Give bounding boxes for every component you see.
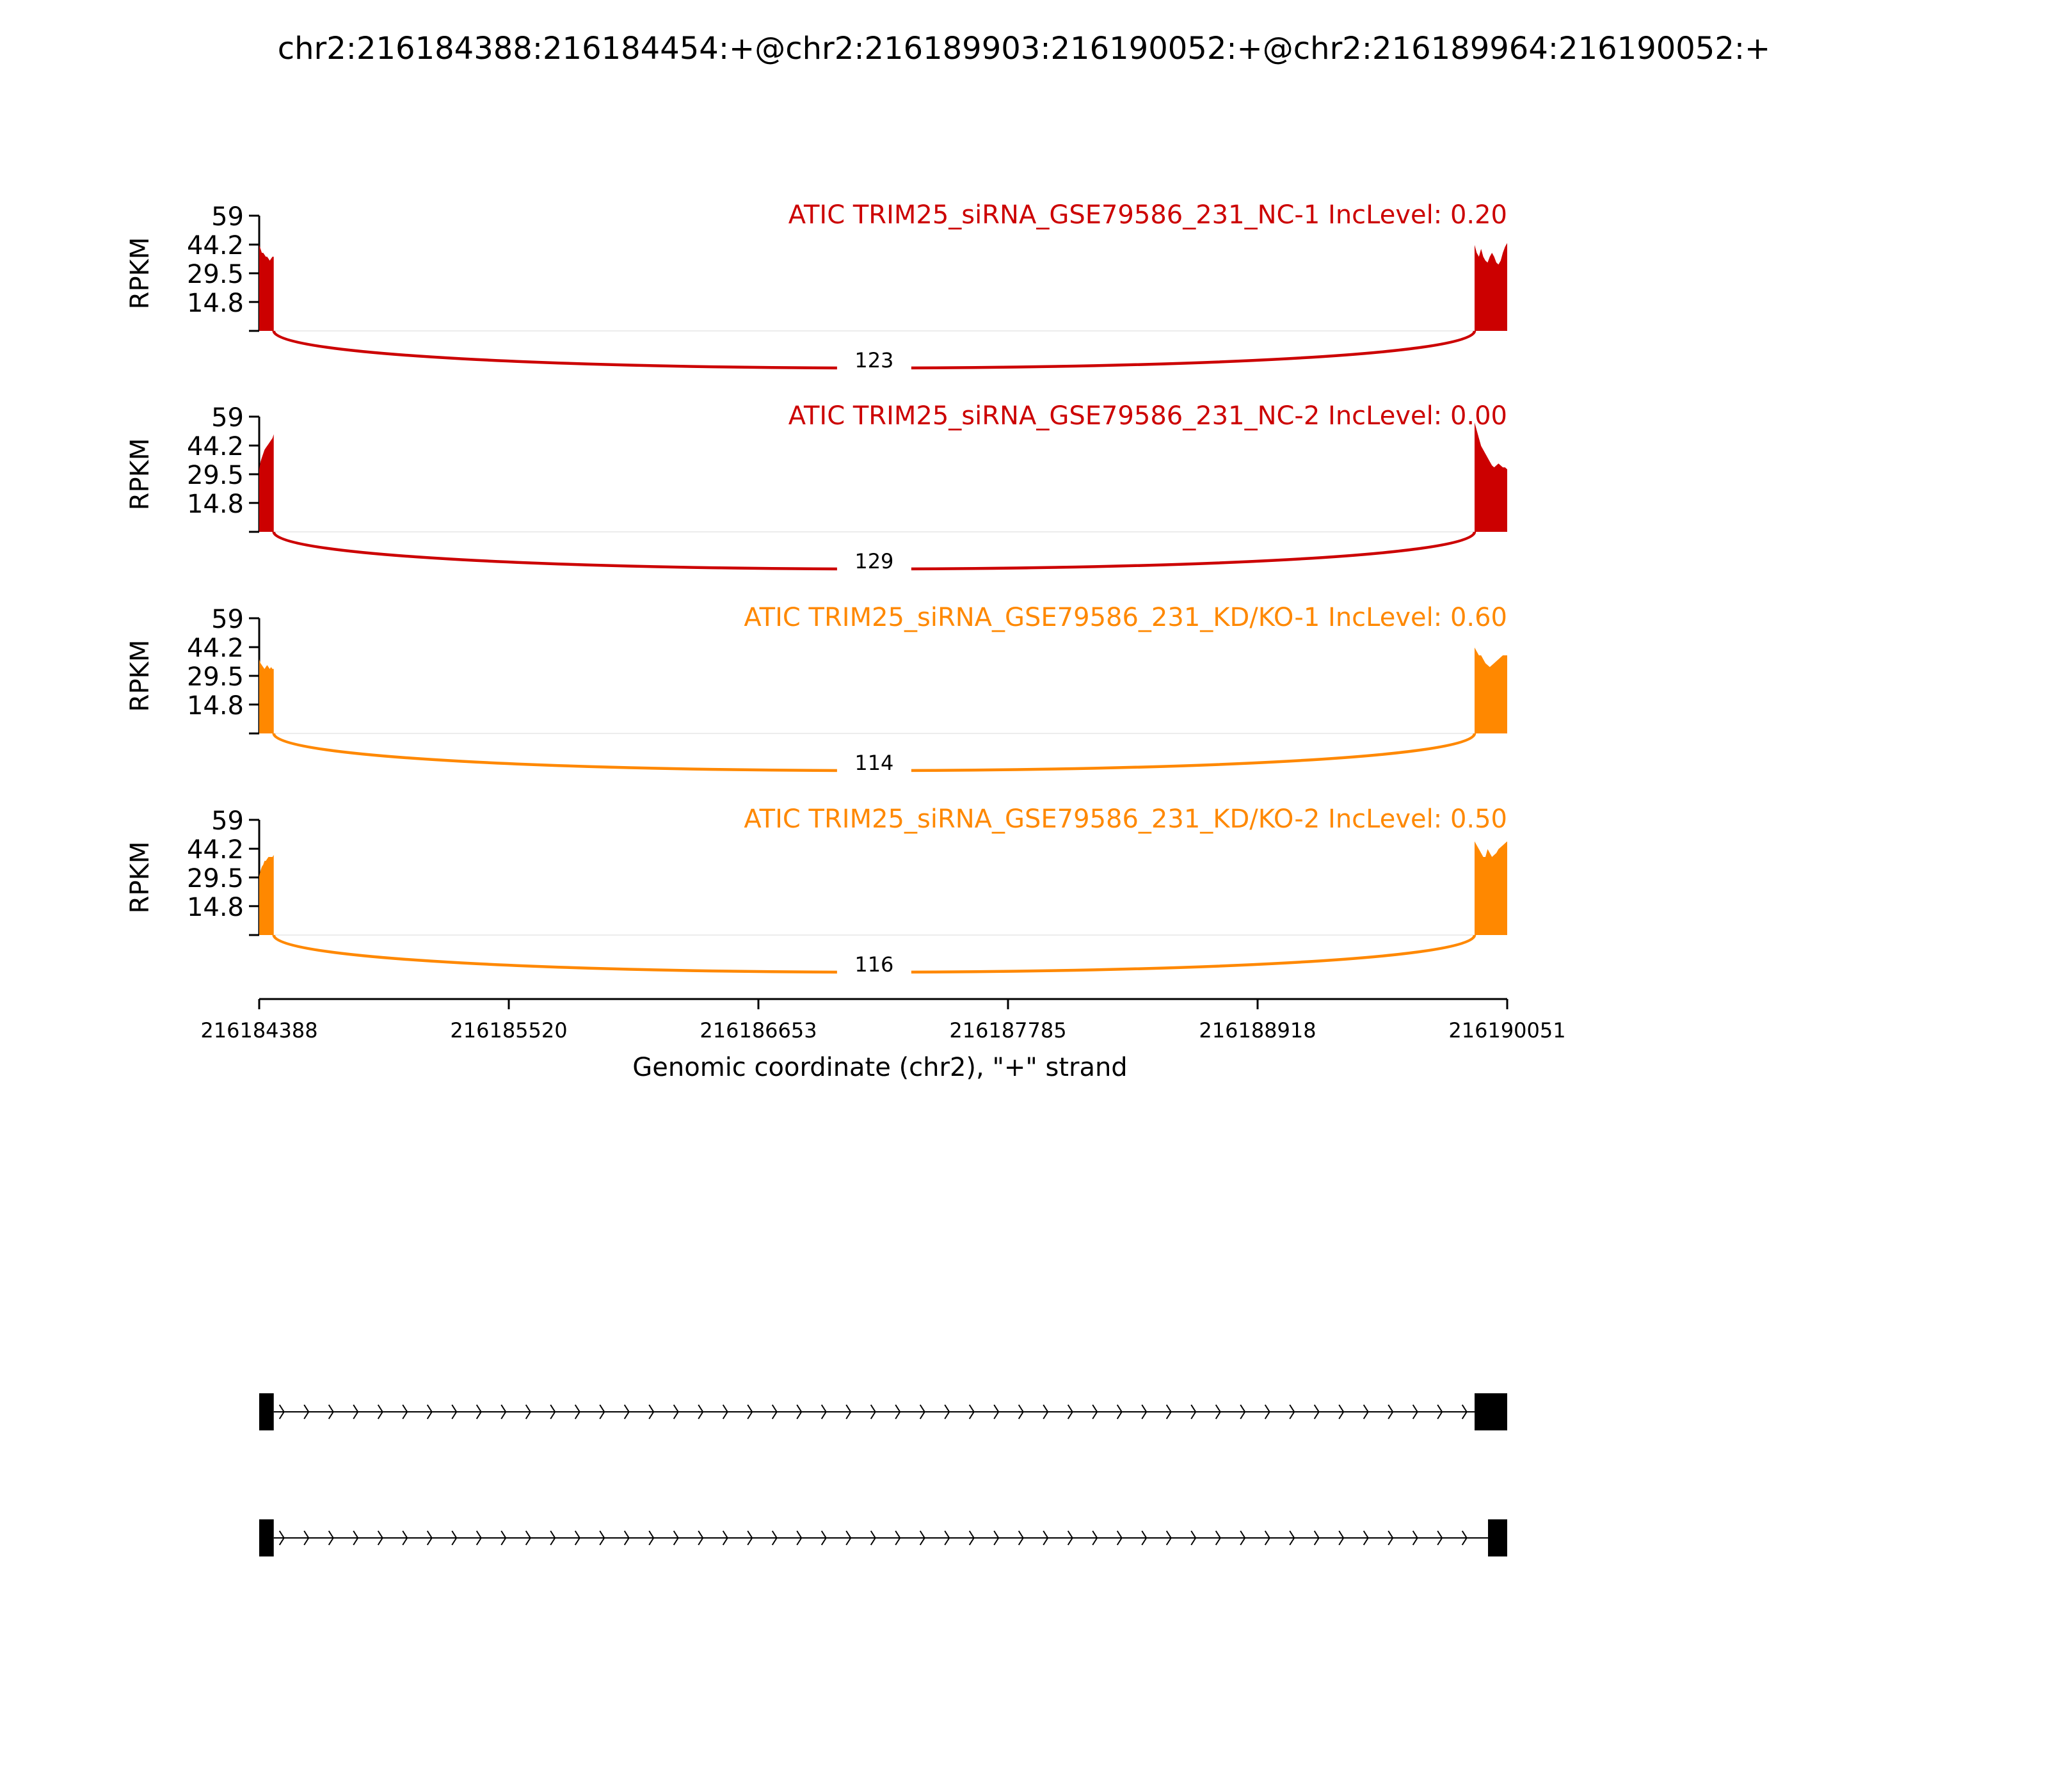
figure-title: chr2:216184388:216184454:+@chr2:21618990… — [278, 31, 1771, 67]
junction-count: 114 — [854, 751, 893, 775]
right-exon-coverage — [1475, 647, 1507, 733]
y-tick-label: 14.8 — [187, 691, 244, 721]
x-tick-label: 216187785 — [949, 1018, 1066, 1043]
x-tick-label: 216188918 — [1199, 1018, 1316, 1043]
y-axis-label: RPKM — [125, 842, 155, 914]
junction-count-background — [836, 548, 911, 573]
junction-count: 116 — [854, 952, 893, 977]
junction-count-background — [836, 749, 911, 775]
y-tick-label: 59 — [211, 806, 244, 836]
isoform-structures — [259, 1393, 1507, 1556]
y-axis-label: RPKM — [125, 640, 155, 712]
strand-chevrons — [278, 1404, 1468, 1420]
y-axis-label: RPKM — [125, 438, 155, 511]
exon-block — [1475, 1393, 1507, 1430]
x-tick-label: 216184388 — [200, 1018, 317, 1043]
right-exon-coverage — [1475, 243, 1507, 331]
left-exon-coverage — [259, 659, 274, 733]
strand-chevrons — [278, 1530, 1468, 1546]
y-axis-label: RPKM — [125, 237, 155, 310]
x-tick-label: 216186653 — [700, 1018, 817, 1043]
junction-count-background — [836, 347, 911, 372]
junction-count: 129 — [854, 549, 893, 573]
x-axis-label: Genomic coordinate (chr2), "+" strand — [632, 1053, 1127, 1082]
left-exon-coverage — [259, 434, 274, 532]
y-tick-label: 14.8 — [187, 289, 244, 318]
isoform — [259, 1393, 1507, 1430]
isoform — [259, 1519, 1507, 1556]
y-tick-label: 29.5 — [187, 662, 244, 692]
left-exon-coverage — [259, 244, 274, 331]
exon-block — [259, 1519, 274, 1556]
y-tick-label: 44.2 — [187, 634, 244, 663]
y-tick-label: 44.2 — [187, 432, 244, 461]
x-tick-label: 216190051 — [1448, 1018, 1565, 1043]
y-tick-label: 14.8 — [187, 893, 244, 922]
track-label: ATIC TRIM25_siRNA_GSE79586_231_NC-1 IncL… — [788, 200, 1507, 230]
junction-count-background — [836, 951, 911, 977]
right-exon-coverage — [1475, 422, 1507, 532]
y-tick-label: 44.2 — [187, 231, 244, 260]
track-label: ATIC TRIM25_siRNA_GSE79586_231_KD/KO-2 I… — [744, 804, 1507, 834]
junction-count: 123 — [854, 348, 893, 372]
y-tick-label: 29.5 — [187, 461, 244, 490]
track-label: ATIC TRIM25_siRNA_GSE79586_231_NC-2 IncL… — [788, 401, 1507, 431]
x-axis: 216184388 216185520 216186653 216187785 2161… — [200, 998, 1566, 1082]
exon-block — [1488, 1519, 1507, 1556]
y-tick-label: 59 — [211, 202, 244, 232]
right-exon-coverage — [1475, 841, 1507, 935]
y-tick-label: 59 — [211, 403, 244, 433]
y-tick-label: 14.8 — [187, 490, 244, 519]
exon-block — [259, 1393, 274, 1430]
y-tick-label: 59 — [211, 605, 244, 634]
y-tick-label: 29.5 — [187, 864, 244, 893]
track-label: ATIC TRIM25_siRNA_GSE79586_231_KD/KO-1 I… — [744, 603, 1507, 632]
y-tick-label: 29.5 — [187, 260, 244, 289]
left-exon-coverage — [259, 854, 274, 935]
x-tick-label: 216185520 — [450, 1018, 567, 1043]
y-tick-label: 44.2 — [187, 835, 244, 865]
